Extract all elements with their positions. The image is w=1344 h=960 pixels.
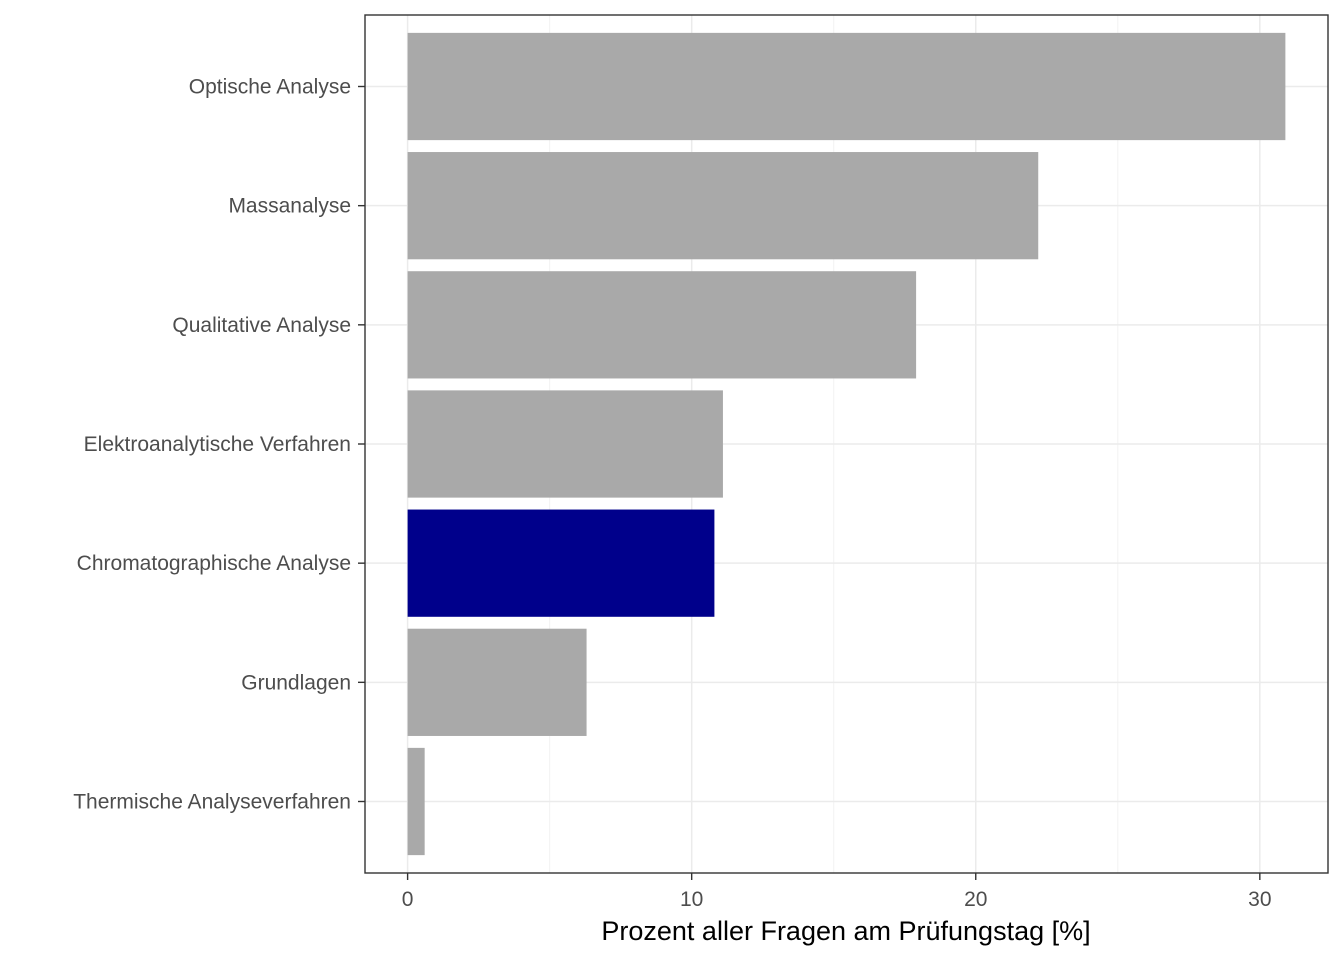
bar [407,271,917,379]
bar [407,152,1039,260]
y-tick-label: Elektroanalytische Verfahren [84,433,351,456]
bar [407,628,587,736]
bar [407,747,425,856]
y-tick-label: Qualitative Analyse [172,314,351,337]
y-axis: Optische Analyse Massanalyse Qualitative A… [73,76,365,814]
y-tick-label: Massanalyse [228,195,351,218]
bar [407,390,723,498]
x-tick-label: 30 [1248,888,1271,911]
x-tick-label: 0 [402,888,414,911]
x-tick-label: 20 [964,888,987,911]
x-axis: 0 10 20 30 [402,873,1272,911]
y-tick-label: Optische Analyse [189,76,351,99]
bar [407,32,1286,141]
bar [407,509,715,617]
x-tick-label: 10 [680,888,703,911]
y-tick-label: Chromatographische Analyse [77,552,351,575]
bars [407,32,1286,856]
y-tick-label: Grundlagen [241,671,351,694]
y-tick-label: Thermische Analyseverfahren [73,791,351,814]
x-axis-title: Prozent aller Fragen am Prüfungstag [%] [601,916,1090,946]
